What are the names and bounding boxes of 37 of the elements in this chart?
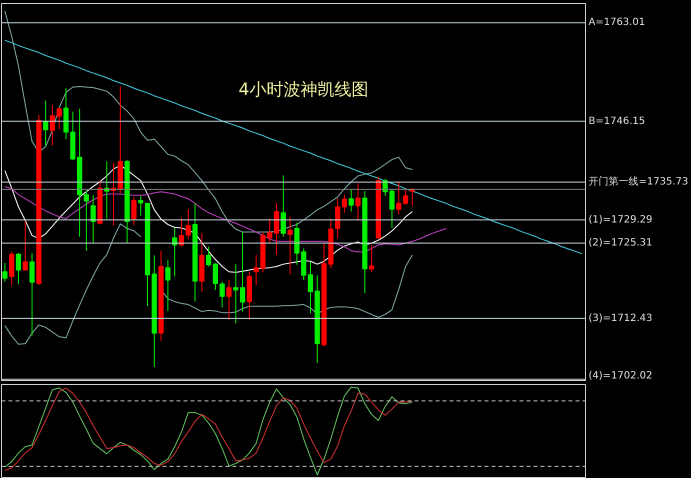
- y-tick-label: B=1746.15: [588, 116, 646, 127]
- candlestick: [206, 246, 212, 268]
- y-tick-label: (3)=1712.43: [588, 312, 652, 324]
- candlestick: [280, 174, 286, 238]
- candlestick: [90, 194, 96, 244]
- candlestick: [288, 216, 293, 275]
- candlestick: [368, 244, 374, 273]
- candlestick: [220, 281, 225, 308]
- y-tick-label: (1)=1729.29: [588, 214, 652, 226]
- candlestick: [402, 188, 408, 206]
- candlestick: [226, 279, 232, 320]
- candlestick: [43, 100, 48, 146]
- candlestick: [165, 260, 170, 312]
- candlestick: [342, 194, 348, 214]
- candlestick: [335, 198, 340, 239]
- y-tick-label: (2)=1725.31: [588, 238, 652, 249]
- candlestick: [186, 208, 191, 240]
- y-tick-label: A=1763.01: [588, 17, 646, 28]
- candlestick: [396, 180, 402, 216]
- line-series: [4, 186, 447, 252]
- candlestick: [22, 220, 28, 272]
- candlestick: [29, 252, 35, 336]
- text: 4小时波神凯线图: [238, 80, 368, 100]
- candlestick: [16, 252, 22, 285]
- candlestick: [348, 188, 354, 212]
- y-tick-label: 开门第一线=1735.73: [588, 176, 688, 188]
- candlestick: [138, 195, 144, 216]
- candlestick: [212, 262, 218, 290]
- candlestick: [355, 183, 361, 221]
- candlestick: [131, 196, 137, 226]
- candlestick: [9, 251, 14, 286]
- line-series: [4, 164, 413, 273]
- candlestick: [172, 227, 178, 277]
- y-tick-label: (4)=1702.02: [588, 370, 652, 382]
- candlestick: [2, 262, 8, 282]
- candlestick: [84, 190, 89, 252]
- line-series: [4, 40, 583, 254]
